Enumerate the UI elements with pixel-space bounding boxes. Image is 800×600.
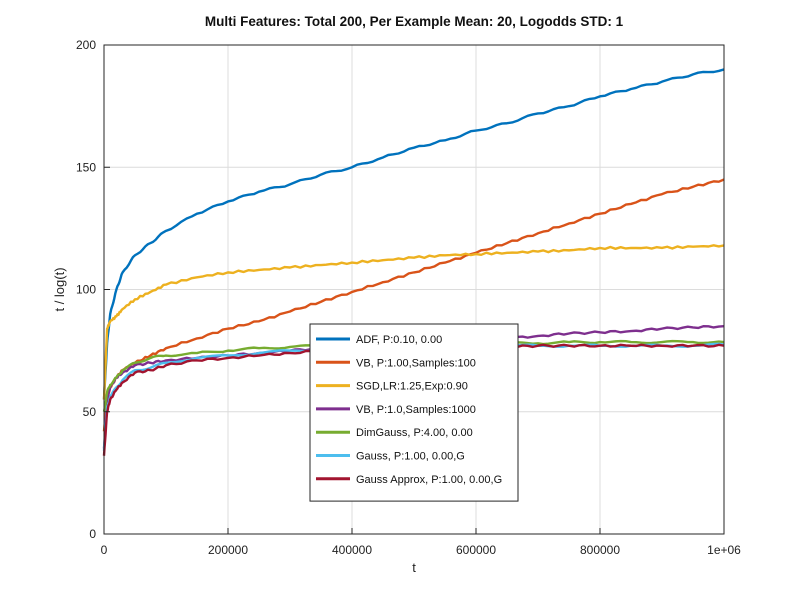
series-line-2 (102, 244, 725, 400)
y-tick-label: 150 (76, 160, 96, 174)
legend-entry-label: ADF, P:0.10, 0.00 (356, 334, 442, 346)
x-axis-title: t (412, 560, 416, 575)
legend-entry-label: SGD,LR:1.25,Exp:0.90 (356, 381, 468, 393)
legend: ADF, P:0.10, 0.00 VB, P:1.00,Samples:100 S… (309, 323, 519, 502)
axis-ticks: 0 200000 400000 600000 800000 1e+06 0 50 100 150 2… (76, 38, 741, 557)
x-tick-label: 1e+06 (707, 543, 741, 557)
legend-box (309, 323, 519, 502)
series-line-0 (102, 68, 725, 400)
legend-entry-label: VB, P:1.00,Samples:100 (356, 357, 476, 369)
legend-entry-label: VB, P:1.0,Samples:1000 (356, 404, 476, 416)
y-tick-label: 50 (83, 405, 97, 419)
x-tick-label: 200000 (208, 543, 248, 557)
x-tick-label: 800000 (580, 543, 620, 557)
chart-title: Multi Features: Total 200, Per Example M… (205, 14, 624, 29)
legend-entry-label: Gauss Approx, P:1.00, 0.00,G (356, 474, 502, 486)
y-tick-label: 0 (89, 527, 96, 541)
x-tick-label: 0 (101, 543, 108, 557)
y-axis-title: t / log(t) (52, 267, 67, 311)
legend-entry-label: Gauss, P:1.00, 0.00,G (356, 451, 465, 463)
y-tick-label: 200 (76, 38, 96, 52)
x-tick-label: 600000 (456, 543, 496, 557)
x-tick-label: 400000 (332, 543, 372, 557)
legend-entry-label: DimGauss, P:4.00, 0.00 (356, 427, 473, 439)
y-tick-label: 100 (76, 283, 96, 297)
